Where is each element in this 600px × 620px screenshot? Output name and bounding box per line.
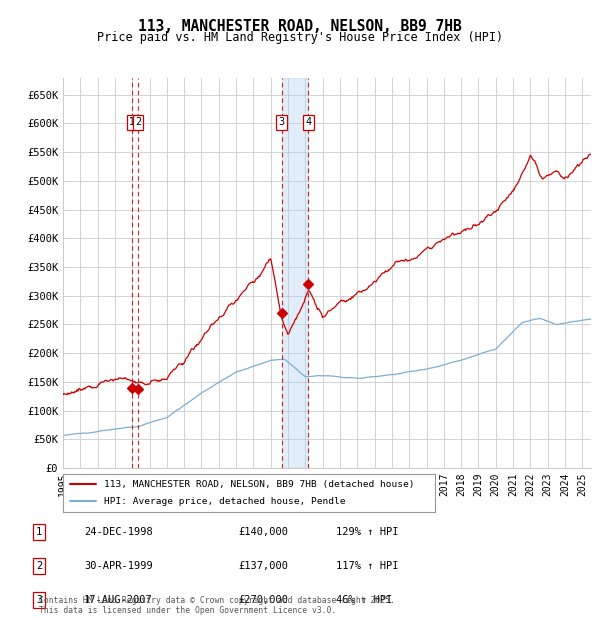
Text: 1: 1 [129,117,135,128]
Point [133,384,143,394]
Text: 4: 4 [305,117,311,128]
Text: 2: 2 [36,560,42,571]
Point [304,280,313,290]
Text: £270,000: £270,000 [238,595,288,605]
Text: 30-APR-1999: 30-APR-1999 [84,560,153,571]
Text: Contains HM Land Registry data © Crown copyright and database right 2025.
This d: Contains HM Land Registry data © Crown c… [39,596,395,615]
Bar [281,78,308,468]
Point [127,383,137,392]
Text: £140,000: £140,000 [238,526,288,537]
Text: 129% ↑ HPI: 129% ↑ HPI [336,526,398,537]
Text: HPI: Average price, detached house, Pendle: HPI: Average price, detached house, Pend… [104,497,346,506]
Text: 17-AUG-2007: 17-AUG-2007 [84,595,153,605]
Text: 2: 2 [135,117,141,128]
Text: 46% ↑ HPI: 46% ↑ HPI [336,595,392,605]
Point [277,308,286,318]
Text: £137,000: £137,000 [238,560,288,571]
Text: 117% ↑ HPI: 117% ↑ HPI [336,560,398,571]
Text: 1: 1 [36,526,42,537]
Text: 3: 3 [36,595,42,605]
Text: 113, MANCHESTER ROAD, NELSON, BB9 7HB (detached house): 113, MANCHESTER ROAD, NELSON, BB9 7HB (d… [104,480,415,489]
Text: 3: 3 [278,117,284,128]
Text: 113, MANCHESTER ROAD, NELSON, BB9 7HB: 113, MANCHESTER ROAD, NELSON, BB9 7HB [138,19,462,33]
Text: 24-DEC-1998: 24-DEC-1998 [84,526,153,537]
Text: Price paid vs. HM Land Registry's House Price Index (HPI): Price paid vs. HM Land Registry's House … [97,31,503,44]
